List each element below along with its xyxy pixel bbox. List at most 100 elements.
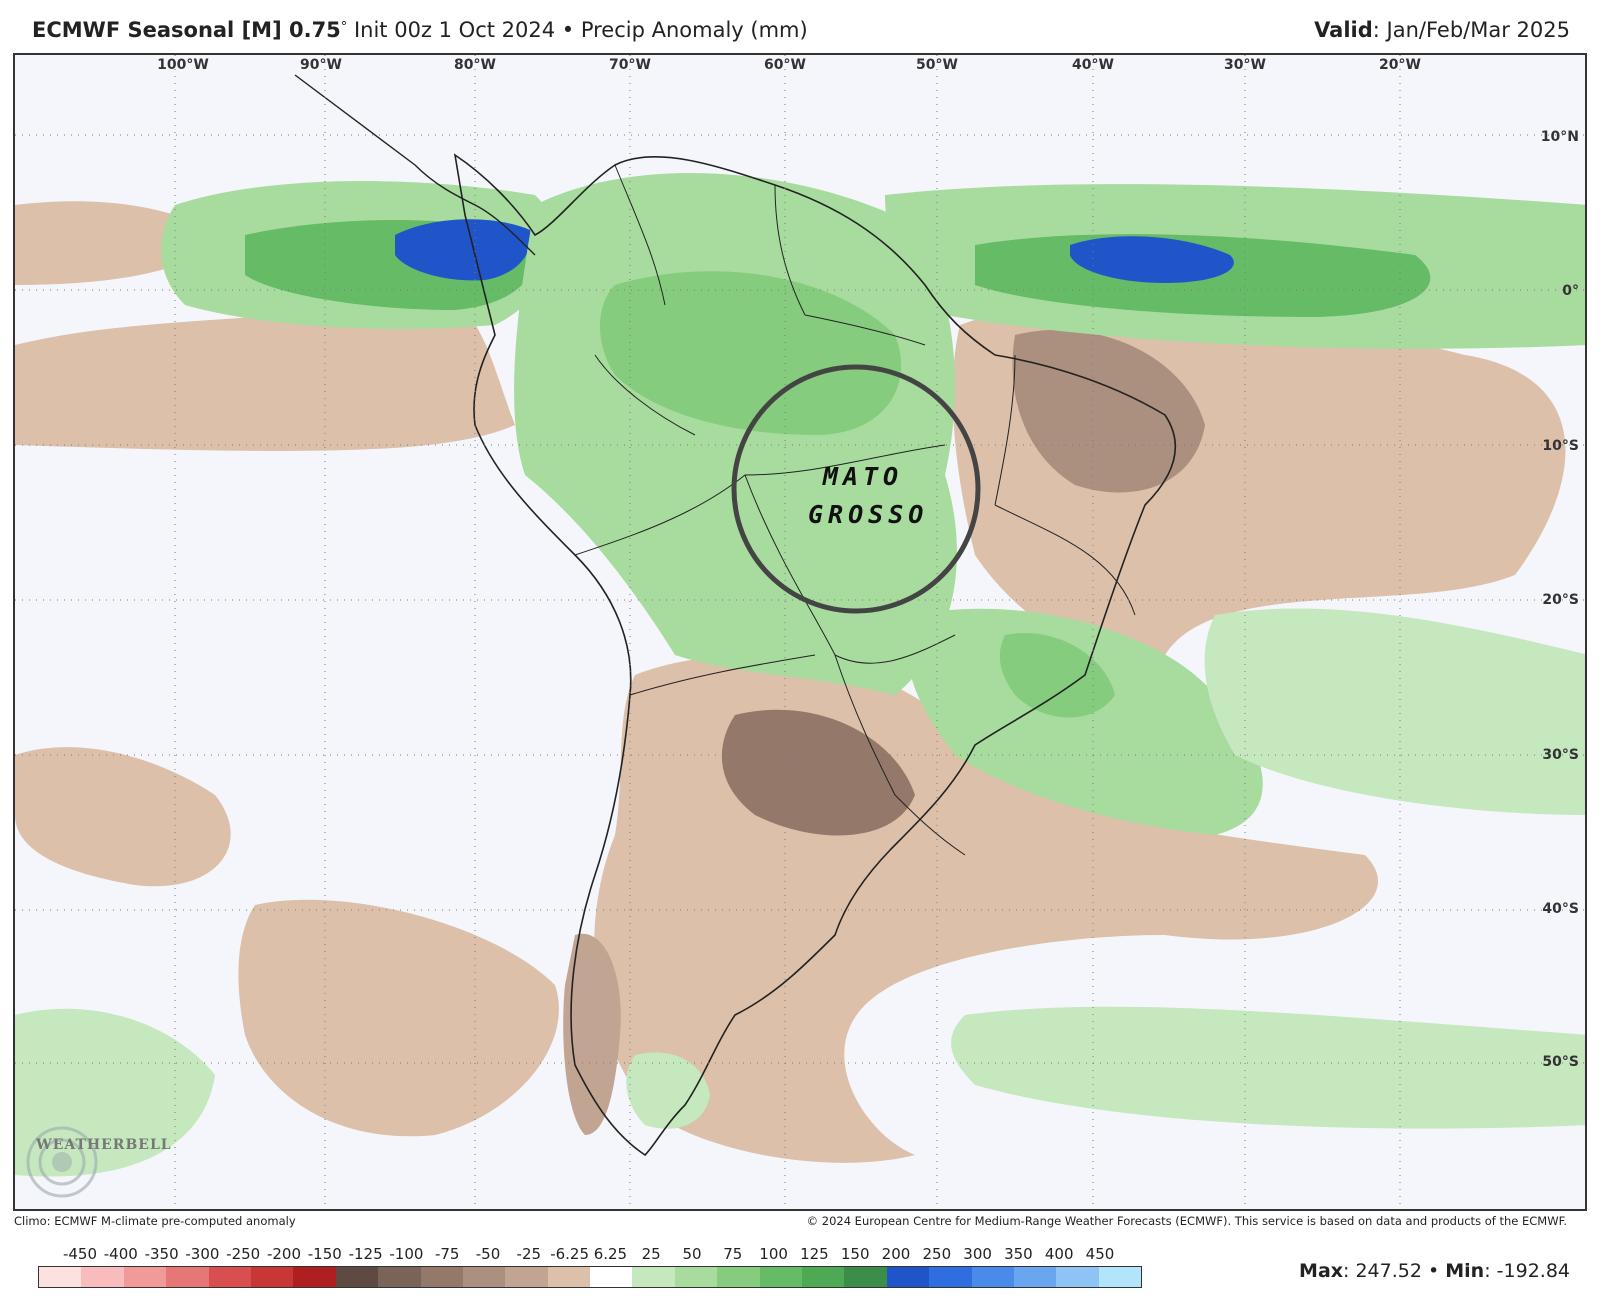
mato-grosso-annotation: MATO GROSSO xyxy=(808,458,929,534)
dry-anomaly-west-pacific xyxy=(15,747,231,887)
wet-anomaly-se-brazil-core xyxy=(999,633,1115,718)
colorbar-swatch xyxy=(1098,1267,1142,1287)
title-details: Init 00z 1 Oct 2024 • Precip Anomaly (mm… xyxy=(347,18,808,42)
colorbar-swatch xyxy=(505,1267,548,1287)
colorbar-swatch xyxy=(81,1267,124,1287)
lat-label-50s: 50°S xyxy=(1542,1054,1579,1070)
colorbar-swatch xyxy=(420,1267,463,1287)
central-america-outline xyxy=(294,74,536,256)
colorbar-swatch xyxy=(844,1267,887,1287)
annotation-line-2: GROSSO xyxy=(808,500,929,529)
colorbar-swatch xyxy=(250,1267,294,1287)
legend-tick-label: -450 xyxy=(62,1245,98,1263)
legend-tick-label: 150 xyxy=(840,1245,870,1263)
header: ECMWF Seasonal [M] 0.75° Init 00z 1 Oct … xyxy=(0,0,1600,56)
legend-tick-label: 125 xyxy=(800,1245,829,1263)
legend-tick-label: 75 xyxy=(723,1245,743,1263)
legend-tick-labels: -450 -400 -350 -300 -250 -200 -150 -125 -100 -75-… xyxy=(40,1245,1140,1265)
lat-label-40s: 40°S xyxy=(1542,901,1579,917)
max-label: Max xyxy=(1299,1260,1344,1282)
valid-label: Valid xyxy=(1314,18,1373,42)
colorbar-swatch xyxy=(590,1267,633,1287)
lon-label-100w: 100°W xyxy=(157,57,209,73)
legend-tick-label: -75 xyxy=(434,1245,460,1263)
legend-tick-label: -250 xyxy=(226,1245,261,1263)
legend-tick-label: 200 xyxy=(881,1245,911,1263)
colorbar-swatch xyxy=(378,1267,421,1287)
min-label: Min xyxy=(1445,1260,1485,1282)
max-value: : 247.52 xyxy=(1343,1260,1422,1282)
colorbar-swatch xyxy=(335,1267,379,1287)
lon-label-20w: 20°W xyxy=(1379,57,1421,73)
colorbar-swatch xyxy=(886,1267,930,1287)
lon-label-30w: 30°W xyxy=(1224,57,1266,73)
south-america-outline xyxy=(453,153,1177,1157)
colorbar-swatch xyxy=(462,1267,506,1287)
legend-tick-label: -6.25 xyxy=(550,1245,589,1263)
annotation-line-1: MATO xyxy=(822,462,904,491)
legend-tick-label: -300 xyxy=(185,1245,220,1263)
legend-tick-label: -350 xyxy=(144,1245,179,1263)
legend-tick-label: 6.25 xyxy=(593,1245,628,1263)
dry-anomaly-paraguay-core xyxy=(721,709,915,836)
wet-anomaly-amazon-core xyxy=(600,271,902,435)
ecmwf-copyright: © 2024 European Centre for Medium-Range … xyxy=(806,1214,1567,1228)
lat-label-30s: 30°S xyxy=(1542,747,1579,763)
map-title: ECMWF Seasonal [M] 0.75° Init 00z 1 Oct … xyxy=(32,18,808,42)
wet-anomaly-far-south-atlantic xyxy=(951,1006,1585,1129)
valid-value: : Jan/Feb/Mar 2025 xyxy=(1372,18,1570,42)
precip-colorbar xyxy=(38,1266,1142,1288)
stats-separator: • xyxy=(1421,1260,1446,1282)
lon-label-70w: 70°W xyxy=(609,57,651,73)
lon-label-80w: 80°W xyxy=(454,57,496,73)
weatherbell-logo-text: WEATHERBELL xyxy=(36,1137,172,1153)
wet-anomaly-atlantic-max xyxy=(1070,236,1234,283)
colorbar-swatch xyxy=(674,1267,718,1287)
wet-anomaly-south-pacific xyxy=(15,1008,215,1177)
wet-anomaly-south-atlantic xyxy=(1204,608,1585,815)
legend-tick-label: -125 xyxy=(348,1245,383,1263)
title-degree: ° xyxy=(340,20,348,35)
lon-label-60w: 60°W xyxy=(764,57,806,73)
lon-label-40w: 40°W xyxy=(1072,57,1114,73)
legend-tick-label: -200 xyxy=(266,1245,302,1263)
dry-anomaly-south-pacific xyxy=(238,899,559,1137)
colorbar-swatch xyxy=(717,1267,760,1287)
legend-tick-label: 300 xyxy=(963,1245,992,1263)
legend-tick-label: -100 xyxy=(389,1245,424,1263)
legend-tick-label: -50 xyxy=(475,1245,501,1263)
legend-tick-label: 250 xyxy=(922,1245,952,1263)
wet-anomaly-pacific-max xyxy=(395,219,531,281)
colorbar-swatch xyxy=(547,1267,591,1287)
lon-label-50w: 50°W xyxy=(916,57,958,73)
lat-label-20s: 20°S xyxy=(1542,592,1579,608)
colorbar-swatch xyxy=(1056,1267,1099,1287)
title-model: ECMWF Seasonal [M] 0.75 xyxy=(32,18,341,42)
min-value: : -192.84 xyxy=(1484,1260,1570,1282)
lat-label-equator: 0° xyxy=(1562,283,1579,299)
lat-label-10n: 10°N xyxy=(1540,129,1579,145)
dry-anomaly-chile-coast xyxy=(563,933,621,1135)
map-canvas xyxy=(15,55,1585,1209)
legend-tick-label: 50 xyxy=(682,1245,702,1263)
colorbar-swatch xyxy=(166,1267,209,1287)
colorbar-swatch xyxy=(123,1267,167,1287)
max-min-stats: Max: 247.52 • Min: -192.84 xyxy=(1299,1260,1570,1282)
colorbar-swatch xyxy=(929,1267,972,1287)
legend-tick-label: -25 xyxy=(516,1245,542,1263)
colorbar-swatch xyxy=(802,1267,845,1287)
colorbar-swatch xyxy=(1013,1267,1057,1287)
climo-note: Climo: ECMWF M-climate pre-computed anom… xyxy=(14,1214,296,1228)
valid-period: Valid: Jan/Feb/Mar 2025 xyxy=(1314,18,1570,42)
colorbar-swatch xyxy=(971,1267,1014,1287)
legend-tick-label: 400 xyxy=(1044,1245,1074,1263)
mato-grosso-circle xyxy=(731,364,981,614)
legend-tick-label: 450 xyxy=(1085,1245,1115,1263)
legend-tick-label: 350 xyxy=(1004,1245,1033,1263)
lon-label-90w: 90°W xyxy=(300,57,342,73)
weatherbell-logo-icon xyxy=(26,1126,98,1198)
dry-anomaly-pacific-tropical xyxy=(15,295,515,451)
legend-tick-label: -400 xyxy=(103,1245,138,1263)
precip-anomaly-map: 100°W 90°W 80°W 70°W 60°W 50°W 40°W 30°W… xyxy=(13,53,1587,1211)
lat-label-10s: 10°S xyxy=(1542,438,1579,454)
